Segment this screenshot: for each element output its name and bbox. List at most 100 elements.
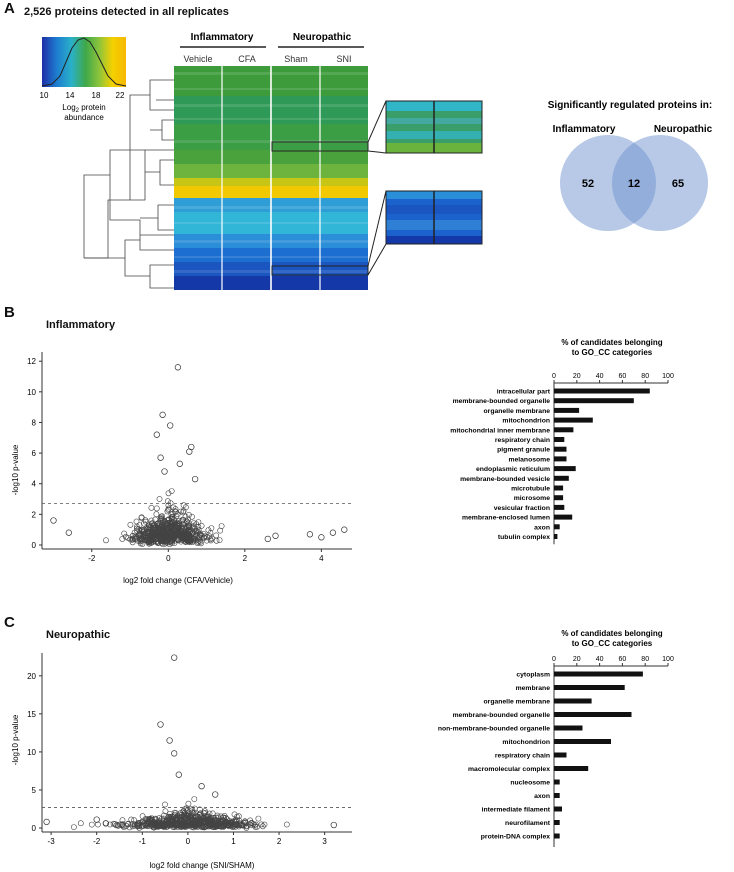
volcano-point [119,535,126,542]
volcano-point-notable [306,531,314,538]
volcano-point [158,815,165,822]
volcano-point-notable [159,411,166,418]
volcano-point-notable [341,526,348,533]
volcano-point-notable [171,654,178,661]
venn-count-overlap: 12 [628,178,640,190]
volcano-point [127,536,134,543]
go-category-label: intermediate filament [482,807,551,814]
volcano-point [162,529,169,535]
go-bar [554,524,560,530]
go-bar [554,495,564,501]
volcano-point-notable [50,517,57,524]
x-tick-label: 2 [243,554,248,563]
volcano-point [258,821,265,828]
go-tick-label: 80 [641,373,649,380]
go-category-label: organelle membrane [484,699,551,706]
volcano-point [167,500,174,506]
volcano-point [218,523,225,529]
volcano-point [190,520,197,526]
y-axis-label: -log10 p-value [11,714,20,765]
go-category-label: axon [534,524,550,531]
volcano-point-notable [198,783,205,790]
volcano-point [133,518,140,525]
volcano-point [230,822,236,828]
volcano-point [183,529,190,536]
y-tick-label: 2 [32,510,37,519]
volcano-point [186,529,193,536]
volcano-point [186,813,193,820]
volcano-point [162,823,169,829]
volcano-point [248,820,255,827]
volcano-point [171,508,178,515]
y-tick-label: 10 [27,388,36,397]
condition-label-sni: SNI [336,54,351,64]
volcano-plot-neuropathic: 0 5 10 15 20 -3 -2 -1 0 1 2 3 log2 fold change (SNI… [11,653,352,870]
y-tick-label: 20 [27,672,36,681]
y-tick-label: 4 [32,480,37,489]
volcano-point [209,810,216,817]
volcano-point [134,822,141,829]
go-tick-label: 100 [662,373,674,380]
go-category-label: tubulin complex [498,534,550,541]
colorbar-label-line2: abundance [64,113,104,122]
volcano-point [188,806,194,813]
condition-label-vehicle: Vehicle [183,54,212,64]
volcano-point-notable [102,820,109,827]
volcano-point [153,532,160,539]
volcano-point [175,525,182,532]
y-axis-label: -log10 p-value [11,444,20,495]
panel-c-title: Neuropathic [46,629,111,641]
venn-count-inflammatory-only: 52 [582,178,594,190]
volcano-point-notable [272,532,279,539]
volcano-point [169,530,175,537]
go-category-label: non-membrane-bounded organelle [438,726,550,733]
go-bar [554,820,560,825]
volcano-point [198,540,204,547]
volcano-point [162,808,169,815]
volcano-point [195,538,201,545]
volcano-point [207,536,214,543]
x-axis-label: log2 fold change (CFA/Vehicle) [123,576,233,585]
volcano-point [204,534,210,541]
go-bar [554,437,565,442]
group-label-neuropathic: Neuropathic [293,32,352,43]
volcano-point [185,800,192,807]
volcano-point [153,505,160,512]
volcano-point [178,508,184,515]
volcano-point [198,533,205,539]
x-tick-label: 1 [231,837,236,846]
go-category-label: mitochondrion [502,739,550,746]
colorbar [42,37,126,87]
volcano-point [259,823,266,830]
volcano-point-notable [176,460,183,467]
volcano-point [107,821,113,828]
go-tick-label: 60 [619,373,627,380]
volcano-point-notable [43,818,50,826]
volcano-point [283,821,290,828]
go-bar [554,446,567,452]
colorbar-tick: 18 [92,91,101,100]
volcano-point [110,820,117,827]
heatmap [174,66,369,290]
x-tick-label: -3 [48,837,56,846]
volcano-point [88,821,95,828]
volcano-point [161,824,167,831]
go-bar [554,766,589,771]
go-bar [554,752,567,758]
x-tick-label: 2 [277,837,282,846]
volcano-point [152,815,159,822]
go-tick-label: 40 [596,656,604,663]
go-tick-label: 0 [552,373,556,380]
volcano-point [187,537,194,544]
volcano-point [180,507,187,514]
venn-label-neuropathic: Neuropathic [654,124,713,135]
volcano-point [171,824,178,831]
condition-label-sham: Sham [284,54,308,64]
volcano-point [182,805,189,812]
go-bar [554,456,567,462]
volcano-point [145,522,152,529]
go-tick-label: 20 [573,656,581,663]
go-bar [554,712,632,717]
condition-label-cfa: CFA [238,54,256,64]
volcano-point-notable [153,431,160,438]
